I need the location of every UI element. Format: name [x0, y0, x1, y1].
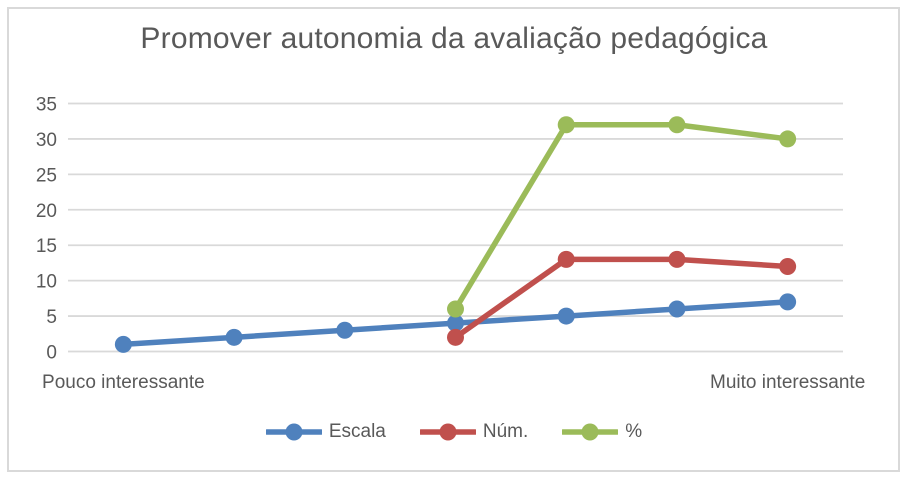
chart-title: Promover autonomia da avaliação pedagógi… — [140, 22, 768, 55]
series-line-% — [452, 122, 791, 312]
y-tick-label: 25 — [36, 165, 57, 186]
data-point-marker — [557, 250, 575, 268]
data-point-marker — [447, 300, 464, 318]
legend-swatch-icon — [562, 423, 619, 441]
y-tick-label: 35 — [36, 95, 57, 116]
data-point-marker — [668, 116, 686, 134]
x-axis-label: Muito interessante — [710, 372, 865, 393]
legend-swatch-icon — [265, 423, 322, 441]
chart-border — [7, 7, 900, 472]
series-line-nm — [452, 256, 791, 341]
data-point-marker — [114, 335, 132, 353]
legend-item-nm: Núm. — [419, 421, 529, 443]
legend-item-escala: Escala — [265, 421, 386, 443]
data-point-marker — [557, 116, 575, 134]
data-point-marker — [668, 250, 686, 268]
legend-swatch-icon — [419, 423, 476, 441]
legend-label: Escala — [328, 421, 386, 442]
legend: Escala Núm.% — [0, 421, 908, 443]
legend-label: Núm. — [482, 421, 529, 442]
data-point-marker — [225, 328, 243, 346]
data-point-marker — [779, 130, 797, 148]
y-tick-label: 15 — [36, 236, 57, 257]
x-axis-label: Pouco interessante — [42, 372, 205, 393]
data-point-marker — [336, 321, 354, 339]
data-point-marker — [779, 293, 797, 311]
data-point-marker — [447, 328, 464, 346]
data-point-marker — [668, 300, 686, 318]
data-point-marker — [447, 314, 464, 332]
y-tick-label: 5 — [46, 307, 57, 328]
legend-label: % — [625, 421, 643, 442]
y-tick-label: 10 — [36, 272, 57, 293]
y-tick-label: 20 — [36, 201, 57, 222]
data-point-marker — [779, 257, 797, 275]
y-tick-label: 0 — [46, 343, 57, 364]
legend-item-%: % — [562, 421, 642, 443]
y-tick-label: 30 — [36, 130, 57, 151]
data-point-marker — [557, 307, 575, 325]
